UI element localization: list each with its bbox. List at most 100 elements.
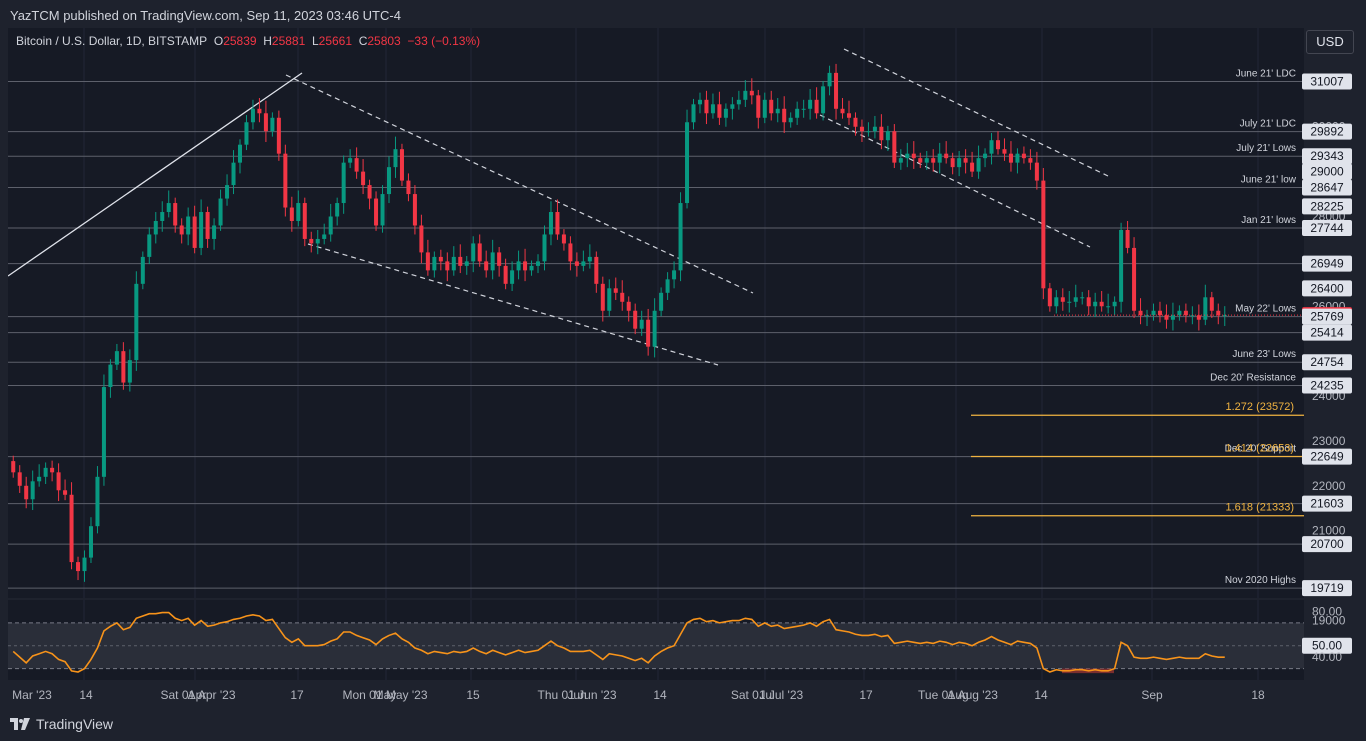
time-tick-label: 14 <box>653 688 667 702</box>
candle-body <box>924 158 929 163</box>
symbol-legend: Bitcoin / U.S. Dollar, 1D, BITSTAMP O258… <box>16 34 480 48</box>
candle-body <box>600 283 605 311</box>
candle-body <box>114 351 119 365</box>
candle-body <box>1125 229 1130 248</box>
candle-body <box>1080 297 1085 299</box>
candle-body <box>1190 315 1195 317</box>
candle-body <box>620 292 625 302</box>
time-tick-label: 14 <box>1034 688 1048 702</box>
candle-body <box>788 117 793 123</box>
candle-body <box>1170 315 1175 320</box>
candle-body <box>801 108 806 110</box>
rsi-tick-label: 80.00 <box>1312 604 1342 618</box>
candle-body <box>497 252 502 266</box>
candle-body <box>166 203 171 213</box>
close-label: C <box>358 34 368 48</box>
candle-body <box>348 158 353 163</box>
candle-body <box>1034 162 1039 181</box>
price-tick-label: 22000 <box>1312 479 1346 493</box>
price-box-label: 22649 <box>1310 450 1344 464</box>
price-box-label: 28647 <box>1310 180 1344 194</box>
rsi-chart[interactable] <box>8 600 1304 680</box>
candle-body <box>147 234 152 257</box>
header-bar: YazTCM published on TradingView.com, Sep… <box>0 0 1366 28</box>
candle-body <box>1203 297 1208 320</box>
candle-body <box>477 243 482 262</box>
candle-body <box>11 461 16 473</box>
candle-body <box>101 387 106 477</box>
candle-body <box>717 104 722 118</box>
candle-body <box>989 140 994 154</box>
candle-body <box>1183 310 1188 316</box>
price-box <box>1302 148 1352 165</box>
candle-body <box>1060 297 1065 302</box>
candle-body <box>1138 310 1143 316</box>
candle-body <box>1145 315 1150 317</box>
candle-body <box>63 490 68 495</box>
candle-body <box>723 108 728 118</box>
change-value: −33 (−0.13%) <box>407 34 481 48</box>
currency-button[interactable]: USD <box>1306 30 1354 54</box>
price-pane[interactable]: June 21' LDC July 21' LDC July 21' Lows Jun… <box>8 28 1304 598</box>
candle-body <box>276 117 281 154</box>
price-box <box>1302 73 1352 90</box>
candle-body <box>490 252 495 271</box>
tradingview-logo[interactable]: TradingView <box>10 716 113 732</box>
candle-body <box>127 360 132 383</box>
candle-body <box>950 158 955 168</box>
candle-body <box>561 234 566 244</box>
price-box <box>1302 280 1352 297</box>
candle-body <box>911 153 916 159</box>
candle-body <box>795 108 800 118</box>
candle-body <box>918 158 923 163</box>
price-box <box>1302 198 1352 215</box>
time-tick-label: 18 <box>1251 688 1265 702</box>
candle-body <box>970 162 975 172</box>
candle-body <box>1209 297 1214 311</box>
price-box <box>1302 580 1352 597</box>
candle-body <box>24 485 29 500</box>
time-tick-label: 15 <box>466 688 480 702</box>
price-box <box>1302 123 1352 140</box>
candle-body <box>516 261 521 271</box>
level-label: June 21' low <box>1241 174 1297 185</box>
price-chart[interactable]: June 21' LDC July 21' LDC July 21' Lows Jun… <box>8 28 1304 598</box>
brand-name: TradingView <box>36 716 114 732</box>
rsi-pane[interactable] <box>8 600 1304 680</box>
time-tick-label: Thu 01 Jun '23 <box>537 688 616 702</box>
candle-body <box>1047 288 1052 307</box>
candle-body <box>548 212 553 235</box>
candle-body <box>231 162 236 186</box>
price-box-label: 27744 <box>1310 221 1344 235</box>
candle-body <box>905 153 910 159</box>
price-box-label: 26400 <box>1310 281 1344 295</box>
candle-body <box>341 162 346 204</box>
channel-line-upper <box>285 74 754 294</box>
candle-body <box>866 131 871 133</box>
price-box-label: 20700 <box>1310 537 1344 551</box>
price-box <box>1302 219 1352 236</box>
candle-body <box>302 203 307 239</box>
fib-label: 1.414 (22653) <box>1226 442 1295 454</box>
candle-body <box>399 149 404 181</box>
candle-body <box>76 562 81 572</box>
candle-body <box>283 153 288 208</box>
candle-body <box>510 270 515 284</box>
axes-overlay: 3000029000280002600024000230002200021000… <box>12 73 1352 702</box>
candle-body <box>425 252 430 271</box>
time-tick-label: Sep <box>1141 688 1163 702</box>
time-tick-label: Jun <box>567 688 586 702</box>
candle-body <box>995 140 1001 150</box>
candle-body <box>931 158 936 163</box>
price-box <box>1302 377 1352 394</box>
candle-body <box>30 481 35 500</box>
candle-body <box>1054 297 1059 307</box>
candle-body <box>367 185 372 199</box>
candle-body <box>814 99 819 114</box>
fib-label: 1.272 (23572) <box>1226 401 1295 413</box>
candle-body <box>821 86 826 114</box>
open-value: 25839 <box>223 34 257 48</box>
candle-body <box>652 310 657 347</box>
price-tick-label: 23000 <box>1312 434 1346 448</box>
time-tick-label: 17 <box>859 688 873 702</box>
